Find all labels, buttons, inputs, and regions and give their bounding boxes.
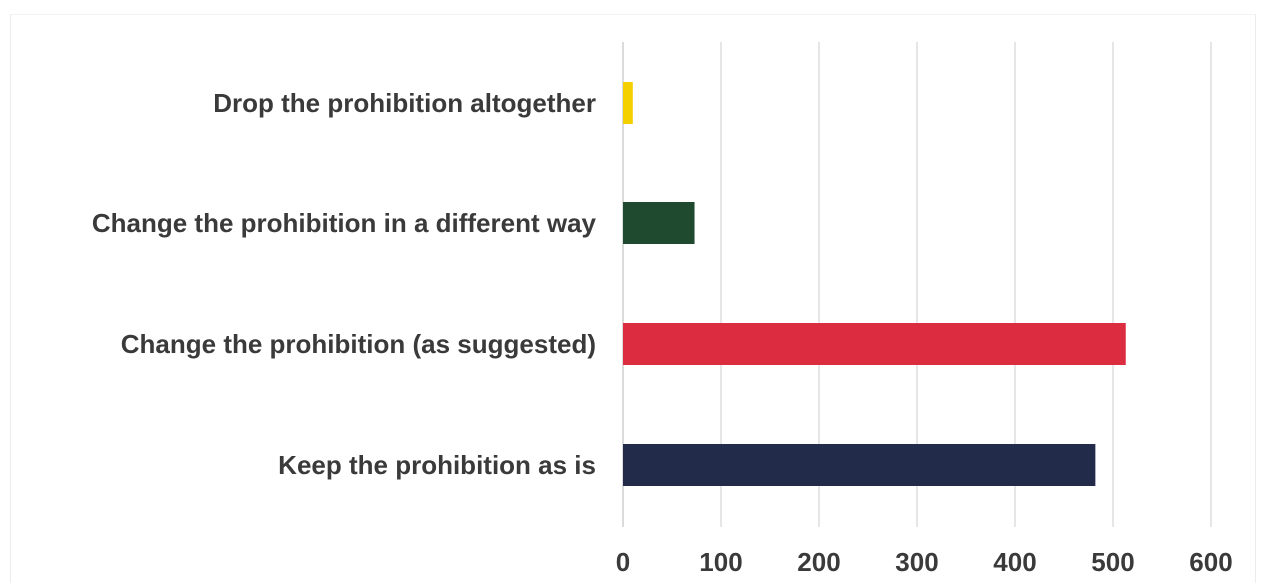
x-tick-label-500: 500 — [1091, 547, 1134, 577]
category-label-2: Change the prohibition (as suggested) — [121, 329, 596, 359]
category-label-0: Drop the prohibition altogether — [213, 88, 596, 118]
x-tick-label-300: 300 — [895, 547, 938, 577]
chart-border — [10, 14, 1256, 583]
bar-2 — [623, 323, 1126, 365]
x-tick-label-100: 100 — [699, 547, 742, 577]
x-tick-label-0: 0 — [616, 547, 630, 577]
x-tick-label-200: 200 — [797, 547, 840, 577]
bar-0 — [623, 82, 633, 124]
bar-3 — [623, 444, 1096, 486]
category-label-3: Keep the prohibition as is — [278, 450, 596, 480]
x-tick-label-400: 400 — [993, 547, 1036, 577]
x-tick-label-600: 600 — [1189, 547, 1232, 577]
bar-1 — [623, 202, 695, 244]
category-label-1: Change the prohibition in a different wa… — [92, 208, 597, 238]
